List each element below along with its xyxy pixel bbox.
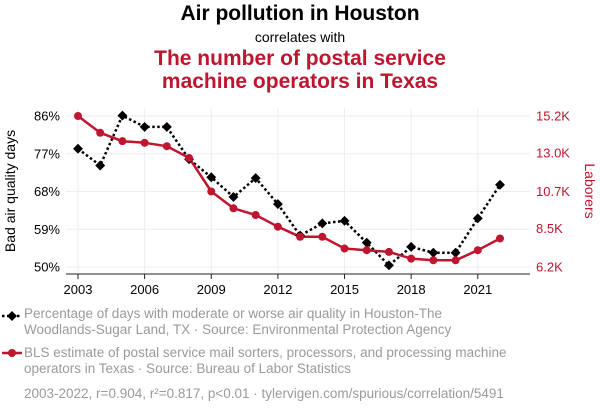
series-2-point xyxy=(185,153,194,162)
legend-series1-text: Percentage of days with moderate or wors… xyxy=(24,306,600,338)
series-2-point xyxy=(162,142,171,151)
legend-series2-line-1: BLS estimate of postal service mail sort… xyxy=(24,345,507,360)
series-1-point xyxy=(495,179,505,190)
x-tick-label: 2003 xyxy=(64,282,93,297)
series-1-point xyxy=(317,218,328,229)
left-tick-label: 50% xyxy=(34,260,60,275)
x-tick-label: 2006 xyxy=(130,282,159,297)
series-1-point xyxy=(117,110,128,121)
gridlines xyxy=(66,108,530,274)
x-tick-label: 2018 xyxy=(397,282,426,297)
series-1-point xyxy=(339,215,350,226)
footer-citation[interactable]: 2003-2022, r=0.904, r²=0.817, p<0.01 · t… xyxy=(24,386,504,401)
x-tick-label: 2015 xyxy=(330,282,359,297)
series-1-point xyxy=(95,160,106,171)
left-axis-label: Bad air quality days xyxy=(2,130,18,252)
legend-series1-swatch-marker xyxy=(7,311,17,321)
series-2-point xyxy=(318,232,327,241)
x-tick-label: 2012 xyxy=(263,282,292,297)
series-1-point xyxy=(206,172,217,183)
series-1-point xyxy=(272,199,283,210)
chart-subtitle: correlates with xyxy=(254,29,346,45)
series-2-point xyxy=(473,246,482,255)
x-axis-ticks: 2003 2006 2009 2012 2015 2018 2021 xyxy=(64,274,492,297)
headline-line-1: The number of postal service xyxy=(154,47,446,70)
legend-series2-swatch-marker xyxy=(8,349,16,357)
series-2-point xyxy=(251,210,260,219)
series-1-point xyxy=(450,247,461,258)
series-1-line xyxy=(77,114,502,267)
legend-series2-line-2: operators in Texas · Source: Bureau of L… xyxy=(24,361,351,376)
series-2-point xyxy=(229,204,238,213)
series-markers xyxy=(73,110,505,271)
left-tick-label: 59% xyxy=(34,222,60,237)
series-1-point xyxy=(139,121,150,132)
series-2-point xyxy=(140,138,149,147)
series-2-point xyxy=(429,256,438,265)
chart-headline: The number of postal service machine ope… xyxy=(0,47,600,93)
right-tick-label: 10.7K xyxy=(536,184,570,199)
series-2-point xyxy=(362,246,371,255)
series-2-point xyxy=(407,254,416,263)
series-1-point xyxy=(383,260,394,271)
left-tick-label: 86% xyxy=(34,109,60,124)
left-tick-label: 68% xyxy=(34,184,60,199)
series-1-point xyxy=(73,143,83,154)
series-2-point xyxy=(207,187,216,196)
left-tick-label: 77% xyxy=(34,146,60,161)
x-tick-label: 2009 xyxy=(197,282,226,297)
series-1-point xyxy=(472,213,483,224)
series-2-point xyxy=(496,234,504,243)
chart-title: Air pollution in Houston xyxy=(180,2,420,25)
series-2-point xyxy=(296,232,305,241)
series-1-point xyxy=(428,247,439,258)
series-1-point xyxy=(161,121,172,132)
right-tick-label: 6.2K xyxy=(536,260,563,275)
series-1-point xyxy=(361,237,372,248)
right-tick-label: 15.2K xyxy=(536,109,570,124)
right-tick-label: 13.0K xyxy=(536,145,570,160)
x-tick-label: 2021 xyxy=(463,282,492,297)
right-tick-label: 8.5K xyxy=(536,221,563,236)
series-2-point xyxy=(273,222,282,231)
series-2-point xyxy=(340,244,349,253)
right-axis-label: Laborers xyxy=(582,163,598,218)
headline-line-2: machine operators in Texas xyxy=(161,70,439,93)
left-axis-ticks: 50% 59% 68% 77% 86% xyxy=(34,109,60,275)
series-1-point xyxy=(250,173,261,184)
series-2-point xyxy=(118,137,127,146)
series-2-point xyxy=(74,112,82,120)
series-2-point xyxy=(384,247,393,256)
legend-series2-text: BLS estimate of postal service mail sort… xyxy=(24,345,600,377)
right-axis-ticks: 6.2K 8.5K 10.7K 13.0K 15.2K xyxy=(536,109,570,275)
legend-series1-line-2: Woodlands-Sugar Land, TX · Source: Envir… xyxy=(24,322,452,337)
series-2-line xyxy=(77,115,501,262)
legend-series1-line-1: Percentage of days with moderate or wors… xyxy=(24,306,442,321)
series-1-point xyxy=(228,192,239,202)
series-1-point xyxy=(406,241,417,252)
series-2-point xyxy=(96,128,105,137)
series-2-point xyxy=(451,256,460,265)
series-lines xyxy=(77,114,502,267)
